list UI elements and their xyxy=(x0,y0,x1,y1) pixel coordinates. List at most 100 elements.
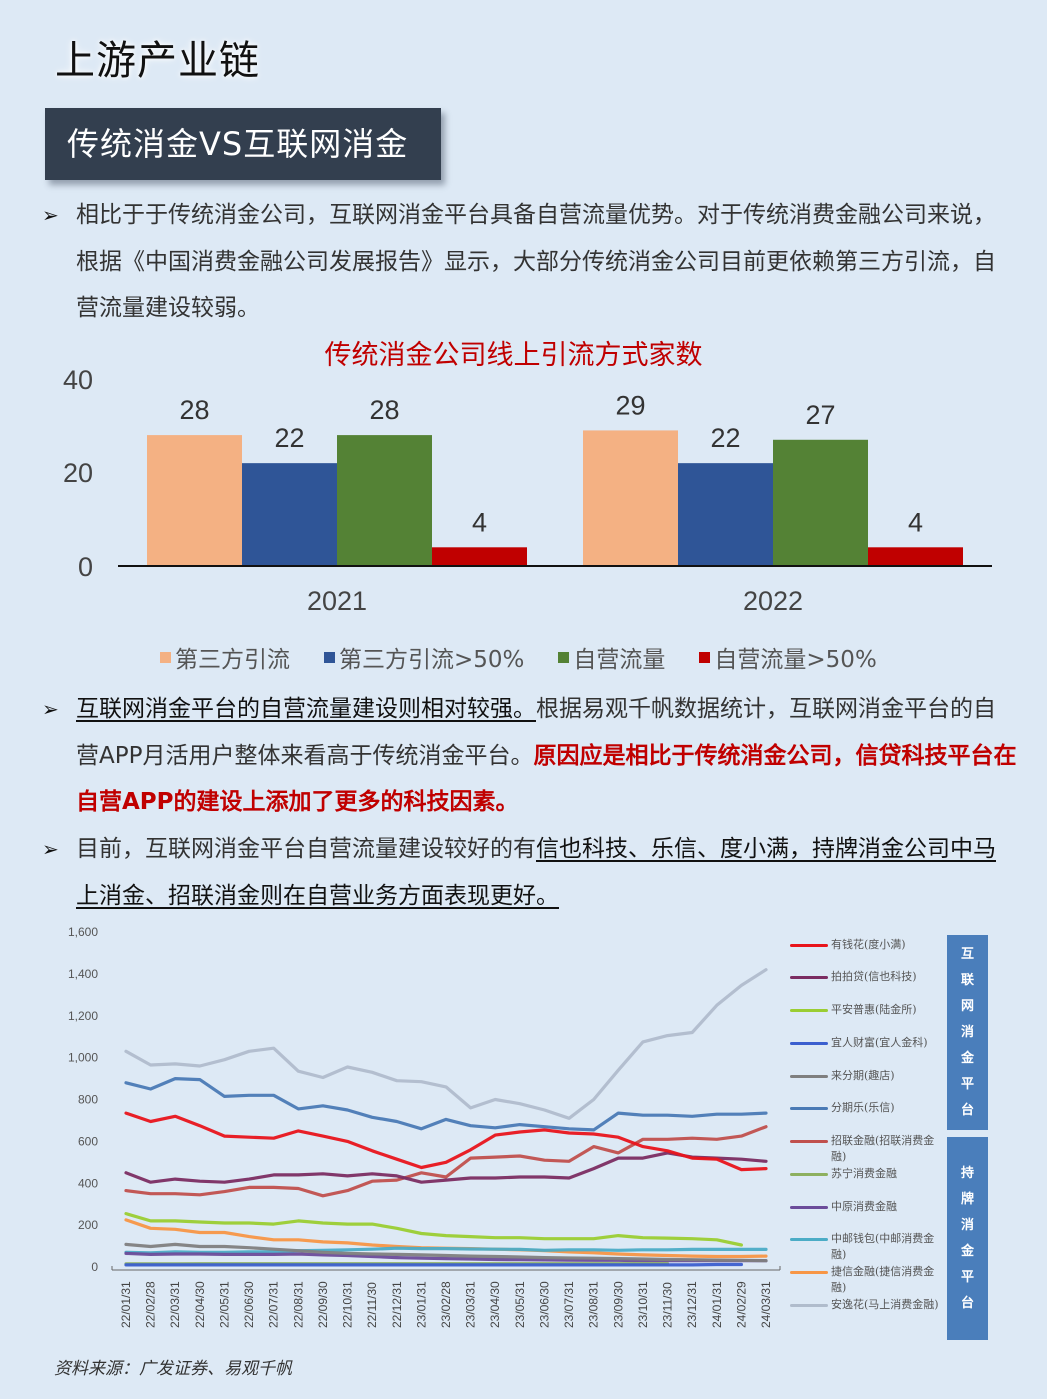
y-tick-label: 1,200 xyxy=(68,1009,98,1023)
group-label-internet-platforms: 互联网消金平台 xyxy=(947,935,988,1130)
x-tick-label: 24/01/31 xyxy=(710,1281,724,1328)
x-tick-label: 23/04/30 xyxy=(488,1281,502,1328)
bar xyxy=(432,547,527,566)
legend-label: 第三方引流>50% xyxy=(339,647,525,673)
group-label-char: 平 xyxy=(960,1076,974,1092)
bullet-text: 目前，互联网消金平台自营流量建设较好的有 xyxy=(76,836,536,862)
legend-item: 自营流量 xyxy=(558,640,665,674)
legend-label: 自营流量>50% xyxy=(714,647,877,673)
legend-item: 中原消费金融 xyxy=(790,1199,950,1215)
arrow-bullet-icon: ➢ xyxy=(42,697,59,721)
bar xyxy=(147,435,242,566)
legend-item: 自营流量>50% xyxy=(699,640,877,674)
legend-line-icon xyxy=(790,976,828,979)
x-tick-label: 22/08/31 xyxy=(291,1281,305,1328)
legend-label: 中邮钱包(中邮消费金融) xyxy=(831,1232,935,1261)
bar xyxy=(773,439,868,566)
bar-chart: 0 20 40 28 22 28 4 2021 29 22 27 4 2022 xyxy=(63,365,992,616)
x-tick-label: 24/03/31 xyxy=(759,1281,773,1328)
x-tick-label: 22/02/28 xyxy=(144,1281,158,1328)
legend-item: 拍拍贷(信也科技) xyxy=(790,969,950,985)
source-note: 资料来源：广发证券、易观千帆 xyxy=(54,1359,292,1379)
legend-swatch-icon xyxy=(558,651,570,663)
bullet-paragraph-3: ➢ 目前，互联网消金平台自营流量建设较好的有信也科技、乐信、度小满，持牌消金公司… xyxy=(42,826,1017,919)
legend-item: 捷信金融(捷信消费金融) xyxy=(790,1264,950,1296)
legend-item: 安逸花(马上消费金融) xyxy=(790,1297,950,1313)
bar-value-label: 28 xyxy=(179,395,209,425)
x-tick-label: 22/06/30 xyxy=(242,1281,256,1328)
bar-value-label: 22 xyxy=(274,423,304,453)
legend-label: 第三方引流 xyxy=(175,647,290,673)
bullet-underlined-text: 信也科技、乐信、度小满，持牌消金公司中马上消金、招联消金则在自营业务方面表现更好… xyxy=(76,836,996,909)
bar-value-label: 28 xyxy=(369,395,399,425)
legend-item: 宜人财富(宜人金科) xyxy=(790,1035,950,1051)
group-label-char: 台 xyxy=(960,1102,974,1118)
x-tick-label: 23/07/31 xyxy=(562,1281,576,1328)
x-tick-label: 24/02/29 xyxy=(734,1281,748,1328)
y-tick-label: 600 xyxy=(78,1134,98,1148)
bar-value-label: 4 xyxy=(908,507,923,537)
x-tick-label: 23/09/30 xyxy=(611,1281,625,1328)
y-tick-label: 40 xyxy=(63,365,93,395)
legend-swatch-icon xyxy=(324,651,335,663)
group-label-char: 牌 xyxy=(960,1191,974,1207)
x-tick-label: 23/08/31 xyxy=(587,1281,601,1328)
legend-line-icon xyxy=(790,1206,828,1209)
bar xyxy=(868,547,963,566)
bar xyxy=(583,430,678,566)
series-line xyxy=(124,1211,744,1247)
legend-item: 中邮钱包(中邮消费金融) xyxy=(790,1231,950,1263)
legend-line-icon xyxy=(790,944,828,947)
legend-item: 平安普惠(陆金所) xyxy=(790,1002,950,1018)
bullet-paragraph-1: ➢ 相比于于传统消金公司，互联网消金平台具备自营流量优势。对于传统消费金融公司来… xyxy=(42,192,1017,332)
group-label-char: 消 xyxy=(960,1217,974,1233)
legend-item: 来分期(趣店) xyxy=(790,1068,950,1084)
x-tick-label: 22/09/30 xyxy=(316,1281,330,1328)
x-category-label: 2022 xyxy=(743,586,803,616)
series-line xyxy=(124,1125,768,1198)
legend-label: 招联金融(招联消费金融) xyxy=(831,1134,935,1163)
x-tick-label: 23/02/28 xyxy=(439,1281,453,1328)
group-label-char: 持 xyxy=(960,1165,974,1181)
series-line xyxy=(124,968,768,1120)
y-tick-label: 1,600 xyxy=(68,925,98,939)
bar xyxy=(337,435,432,566)
legend-swatch-icon xyxy=(160,651,171,663)
legend-item: 苏宁消费金融 xyxy=(790,1166,950,1182)
bullet-text: 根据易观千帆数据统计，互联网消金平台的自营APP月活用户整体来看高于传统消金平台… xyxy=(76,696,996,769)
legend-label: 捷信金融(捷信消费金融) xyxy=(831,1265,935,1294)
x-tick-label: 22/11/30 xyxy=(365,1282,379,1328)
legend-item: 第三方引流 xyxy=(160,640,290,674)
series-line xyxy=(124,1076,768,1132)
x-tick-label: 23/10/31 xyxy=(636,1281,650,1328)
x-tick-label: 22/05/31 xyxy=(217,1281,231,1328)
y-tick-label: 1,000 xyxy=(68,1051,98,1065)
legend-line-icon xyxy=(790,1140,828,1143)
legend-line-icon xyxy=(790,1042,828,1045)
group-label-char: 联 xyxy=(960,972,974,988)
group-label-char: 网 xyxy=(960,998,974,1014)
x-tick-label: 23/11/30 xyxy=(661,1282,675,1328)
x-tick-label: 22/07/31 xyxy=(267,1281,281,1328)
x-tick-label: 23/06/30 xyxy=(537,1281,551,1328)
x-tick-label: 23/01/31 xyxy=(414,1281,428,1328)
bar-chart-title: 传统消金公司线上引流方式家数 xyxy=(324,340,703,371)
legend-line-icon xyxy=(790,1075,828,1078)
bar xyxy=(242,463,337,566)
series-line xyxy=(124,1242,768,1263)
page-title: 上游产业链 xyxy=(55,38,260,84)
bar-value-label: 4 xyxy=(472,507,487,537)
group-label-licensed-platforms: 持牌消金平台 xyxy=(947,1137,988,1340)
y-tick-label: 0 xyxy=(78,552,93,582)
bar xyxy=(678,463,773,566)
legend-item: 招联金融(招联消费金融) xyxy=(790,1133,950,1165)
bar-value-label: 29 xyxy=(615,390,645,420)
series-line xyxy=(124,1246,768,1255)
x-tick-label: 22/10/31 xyxy=(341,1281,355,1328)
legend-line-icon xyxy=(790,1304,828,1307)
bullet-text: 相比于于传统消金公司，互联网消金平台具备自营流量优势。对于传统消费金融公司来说，… xyxy=(76,202,996,321)
legend-label: 自营流量 xyxy=(573,647,666,673)
legend-label: 拍拍贷(信也科技) xyxy=(831,970,917,983)
group-label-char: 金 xyxy=(960,1243,974,1259)
